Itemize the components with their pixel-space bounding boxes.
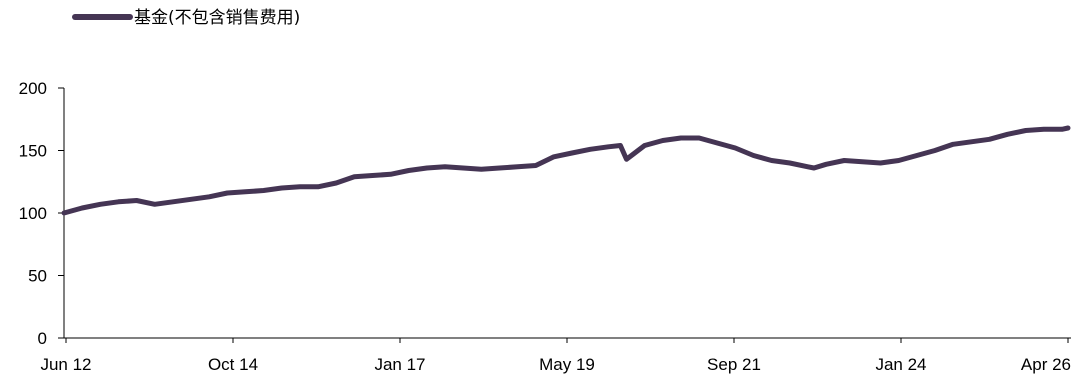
series-point: [172, 201, 174, 203]
x-tick-label: Jan 17: [374, 355, 425, 374]
series-point: [281, 187, 283, 189]
series-point: [644, 145, 646, 146]
series-point: [1007, 133, 1008, 135]
series-point: [154, 203, 156, 205]
series-point: [517, 166, 519, 168]
series-point: [190, 198, 192, 200]
y-ticks: 0 50 100 150 200: [19, 79, 64, 348]
y-tick-label: 50: [28, 267, 47, 286]
series-point: [63, 212, 65, 214]
y-tick-label: 150: [19, 142, 47, 161]
series-point: [662, 140, 664, 141]
series-point: [244, 191, 246, 193]
y-tick-label: 200: [19, 79, 47, 98]
series-point: [970, 141, 972, 143]
series-point: [916, 155, 918, 156]
series-point: [226, 192, 228, 194]
series-point: [444, 166, 446, 168]
series-point: [952, 143, 954, 145]
x-tick-label: Apr 26: [1021, 355, 1071, 374]
series-point: [589, 148, 591, 150]
series-point: [136, 200, 138, 201]
series-point: [1025, 130, 1027, 131]
legend: 基金(不包含销售费用): [72, 8, 300, 28]
series-point: [353, 176, 355, 178]
series-point: [988, 138, 990, 140]
series-point: [1061, 128, 1063, 130]
x-tick-label: Jun 12: [40, 355, 91, 374]
series-point: [825, 163, 827, 165]
series-point: [535, 165, 537, 166]
x-tick-label: May 19: [539, 355, 595, 374]
series-point: [462, 167, 464, 169]
series-point: [335, 182, 337, 184]
series-point: [81, 207, 83, 209]
series-point: [880, 162, 881, 164]
series-point: [1043, 128, 1045, 130]
series-point: [1067, 127, 1069, 129]
series-point: [753, 155, 754, 156]
series-point: [263, 190, 265, 191]
series-point: [789, 162, 791, 164]
x-tick-label: Sep 21: [707, 355, 761, 374]
series-point: [99, 203, 101, 205]
series-point: [716, 142, 718, 144]
series-point: [499, 167, 500, 169]
legend-label: 基金(不包含销售费用): [134, 8, 300, 28]
series-point: [299, 186, 301, 188]
series-point: [619, 145, 621, 146]
series-point: [807, 166, 809, 168]
series-point: [734, 147, 736, 149]
series-point: [408, 170, 410, 171]
series-point: [571, 152, 573, 154]
series-point: [861, 161, 863, 163]
series-point: [426, 167, 428, 169]
series-point: [680, 137, 682, 139]
y-tick-label: 100: [19, 204, 47, 223]
series-point: [898, 160, 900, 161]
series-point: [117, 201, 119, 203]
series-point: [208, 196, 210, 198]
series-point: [934, 150, 936, 151]
series-point: [372, 175, 373, 176]
x-tick-label: Jan 24: [875, 355, 926, 374]
series-point: [607, 146, 609, 148]
series-point: [553, 156, 555, 158]
series-point: [771, 160, 773, 161]
y-tick-label: 0: [38, 329, 47, 348]
series-point: [626, 158, 627, 160]
series-point: [698, 137, 700, 139]
series-layer: [61, 125, 1071, 216]
series-line: [61, 125, 1071, 216]
x-tick-label: Oct 14: [208, 355, 258, 374]
x-ticks: Jun 12 Oct 14 Jan 17 May 19 Sep 21 Jan 24 Apr …: [40, 338, 1071, 374]
series-point: [813, 167, 815, 169]
series-point: [317, 186, 319, 188]
series-point: [390, 173, 392, 175]
series-point: [843, 160, 845, 161]
series-point: [480, 168, 482, 170]
